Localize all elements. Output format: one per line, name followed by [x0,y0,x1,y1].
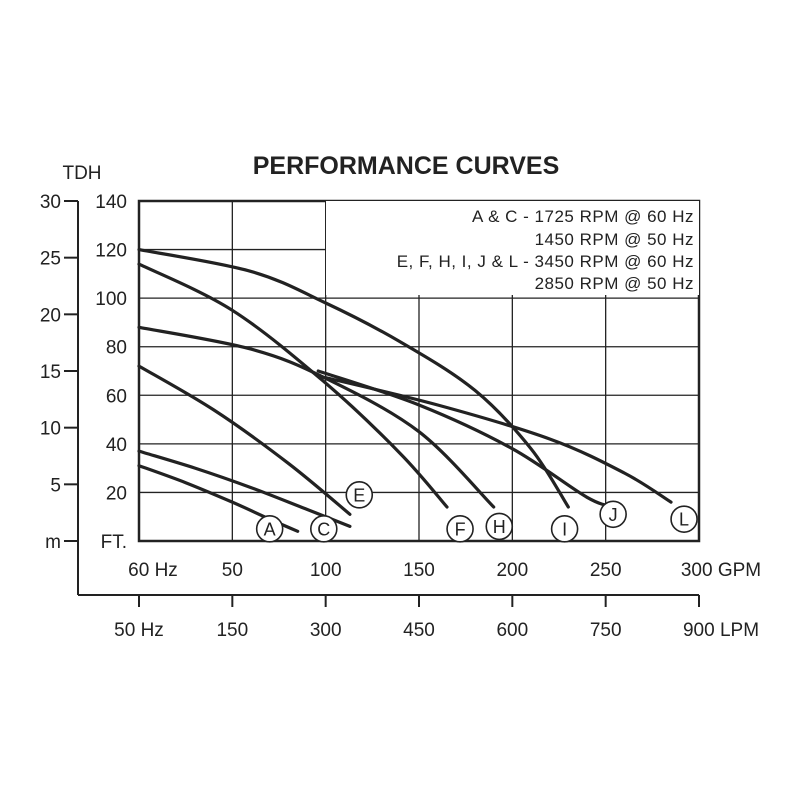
gpm-axis: 60 Hz 50 100 150 200 250 300 GPM [128,560,761,581]
curve-label-a: A [255,515,284,543]
feet-tick-label: 100 [95,289,127,310]
curve-label-text: H [493,517,506,537]
curve-label-circle [670,505,698,533]
pump-curves [137,248,673,533]
gpm-tick-label: 100 [310,560,342,581]
legend-note-2: 1450 RPM @ 50 Hz [535,230,694,249]
curve-label-e: E [345,481,374,509]
gpm-tick-label: 300 GPM [681,560,761,581]
lpm-tick-label: 600 [496,620,528,641]
curve-label-circle [446,515,474,543]
lpm-tick-label: 450 [403,620,435,641]
curve-label-i: I [550,515,579,543]
tdh-axis-label: TDH [62,163,101,184]
feet-tick-label: 20 [106,483,127,504]
curve-label-c: C [309,515,338,543]
curve-l [316,374,673,504]
meters-tick-label: 10 [40,419,61,440]
curve-label-f: F [446,515,474,543]
curve-label-h: H [485,512,514,541]
curve-label-text: A [264,519,276,539]
curve-label-circle [255,515,284,543]
curve-label-circle [550,515,579,543]
gpm-tick-label: 200 [496,560,528,581]
feet-axis: FT. 20 40 60 80 100 120 140 [95,192,127,553]
curve-label-circle [309,515,338,543]
feet-tick-label: 40 [106,435,127,456]
feet-tick-label: 80 [106,338,127,359]
curve-h [137,325,496,509]
curve-label-circle [599,500,627,529]
meters-tick-label: 25 [40,249,61,270]
legend-box: A & C - 1725 RPM @ 60 Hz 1450 RPM @ 50 H… [326,201,699,295]
meters-tick-label: 20 [40,305,61,326]
curve-i [137,248,570,509]
chart-title: PERFORMANCE CURVES [253,152,560,180]
curve-label-text: I [562,519,567,539]
curve-label-j: J [599,500,627,529]
meters-tick-label: 5 [50,475,61,496]
meters-tick-label: m [45,532,61,553]
feet-tick-label: FT. [101,532,127,553]
gpm-tick-label: 50 [222,560,243,581]
legend-note-4: 2850 RPM @ 50 Hz [535,274,694,293]
curve-f [137,262,449,509]
curve-label-text: F [455,519,466,539]
lpm-tick-label: 150 [216,620,248,641]
legend-note-1: A & C - 1725 RPM @ 60 Hz [472,207,694,226]
gpm-tick-label: 60 Hz [128,560,178,581]
lpm-tick-label: 750 [590,620,622,641]
feet-tick-label: 140 [95,192,127,213]
curve-label-l: L [670,505,698,533]
meters-axis: m 5 10 15 20 25 30 [40,192,79,595]
gpm-tick-label: 150 [403,560,435,581]
curve-label-text: L [679,510,689,530]
lpm-tick-label: 50 Hz [114,620,164,641]
curve-label-circle [485,512,514,541]
curve-e [137,364,352,516]
lpm-axis: 50 Hz 150 300 450 600 750 900 LPM [78,594,759,641]
legend-note-3: E, F, H, I, J & L - 3450 RPM @ 60 Hz [397,252,694,271]
lpm-tick-label: 300 [310,620,342,641]
feet-tick-label: 120 [95,241,127,262]
curve-label-circle [345,481,374,509]
meters-tick-label: 15 [40,362,61,383]
curve-label-text: C [317,519,330,539]
curve-labels: A C E F H I J L [255,481,698,543]
curve-label-text: J [609,505,618,525]
legend-background [326,201,699,295]
meters-tick-label: 30 [40,192,61,213]
gpm-tick-label: 250 [590,560,622,581]
curve-label-text: E [353,485,365,505]
feet-tick-label: 60 [106,386,127,407]
lpm-tick-label: 900 LPM [683,620,759,641]
